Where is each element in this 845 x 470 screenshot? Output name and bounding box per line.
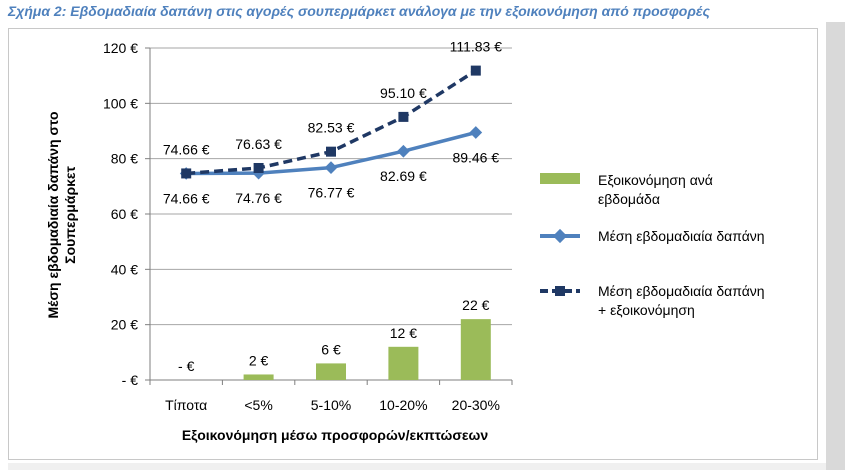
y-tick-label: - € (122, 372, 139, 388)
y-tick-label: 80 € (111, 151, 138, 167)
gridlines (150, 47, 512, 326)
avg-spend-label: 74.76 € (235, 190, 282, 206)
x-axis-title: Εξοικονόμηση μέσω προσφορών/εκπτώσεων (182, 427, 489, 443)
x-tick-label: 20-30% (452, 397, 500, 413)
spend-plus-savings-point (398, 111, 409, 122)
x-tick-label: 10-20% (379, 397, 427, 413)
y-axis-title-line: Σουπερμάρκετ (62, 165, 78, 263)
spend-plus-savings-point (181, 168, 192, 179)
avg-spend-point (397, 144, 410, 158)
avg-spend-label: 74.66 € (163, 190, 210, 206)
legend-marker-diamond (552, 228, 568, 244)
spend-plus-savings-point (326, 146, 336, 157)
bar-value-label: 22 € (462, 297, 489, 313)
spend-plus-savings-label: 82.53 € (308, 120, 355, 136)
avg-spend-label: 76.77 € (308, 185, 355, 201)
legend-marker-square (555, 286, 565, 296)
page-edge (826, 22, 845, 470)
x-tick-label: Τίποτα (165, 397, 207, 413)
avg-spend-label: 89.46 € (452, 149, 499, 165)
spend-plus-savings-label: 74.66 € (163, 141, 210, 157)
spend-plus-savings-label: 111.83 € (450, 39, 503, 55)
spend-plus-savings-label: 76.63 € (235, 136, 282, 152)
y-tick-label: 120 € (103, 40, 138, 56)
savings-bar (316, 363, 346, 380)
avg-spend-point (469, 126, 483, 139)
spend-plus-savings-point (253, 162, 264, 173)
avg-spend-label: 82.69 € (380, 168, 427, 184)
legend-swatch-savings (540, 173, 580, 184)
legend: Εξοικονόμηση ανά εβδομάδα Μέση εβδομαδια… (540, 172, 765, 318)
figure-caption: Σχήμα 2: Εβδομαδιαία δαπάνη στις αγορές … (8, 3, 710, 19)
x-tick-label: <5% (244, 397, 272, 413)
bar-value-label: 2 € (249, 352, 269, 368)
page-edge-bottom (8, 463, 826, 470)
savings-bar (460, 319, 491, 380)
savings-bar (388, 346, 419, 380)
savings-bars (243, 319, 491, 380)
y-tick-label: 60 € (111, 206, 138, 222)
savings-bar (243, 374, 274, 380)
x-tick-label: 5-10% (311, 397, 351, 413)
spend-plus-savings-point (470, 65, 481, 76)
chart-frame (8, 28, 818, 460)
bar-value-label: 6 € (321, 341, 341, 357)
legend-label: Μέση εβδομαδιαία δαπάνη (598, 228, 765, 244)
lines (179, 65, 483, 180)
y-tick-label: 40 € (111, 261, 138, 277)
data-labels: - € 2 € 6 € 12 € 22 € 74.66 € 74.76 € 76.77 € 82… (163, 39, 502, 374)
bar-value-label: - € (178, 358, 195, 374)
y-axis-title-line: Μέση εβδομαδιαία δαπάνη στο (45, 111, 61, 318)
spend-plus-savings-label: 95.10 € (380, 85, 427, 101)
legend-label: εβδομάδα (598, 191, 660, 207)
axes: - € 20 € 40 € 60 € 80 € 100 € 120 € Τίποτα <5% 5-… (103, 40, 513, 413)
legend-label: + εξοικονόμηση (598, 302, 695, 318)
avg-spend-point (324, 161, 338, 174)
y-tick-label: 20 € (111, 317, 138, 333)
legend-label: Μέση εβδομαδιαία δαπάνη (598, 283, 765, 299)
bar-value-label: 12 € (390, 325, 417, 341)
y-axis-title: Μέση εβδομαδιαία δαπάνη στο Σουπερμάρκετ (45, 111, 78, 318)
legend-label: Εξοικονόμηση ανά (598, 172, 713, 188)
y-tick-label: 100 € (103, 95, 138, 111)
